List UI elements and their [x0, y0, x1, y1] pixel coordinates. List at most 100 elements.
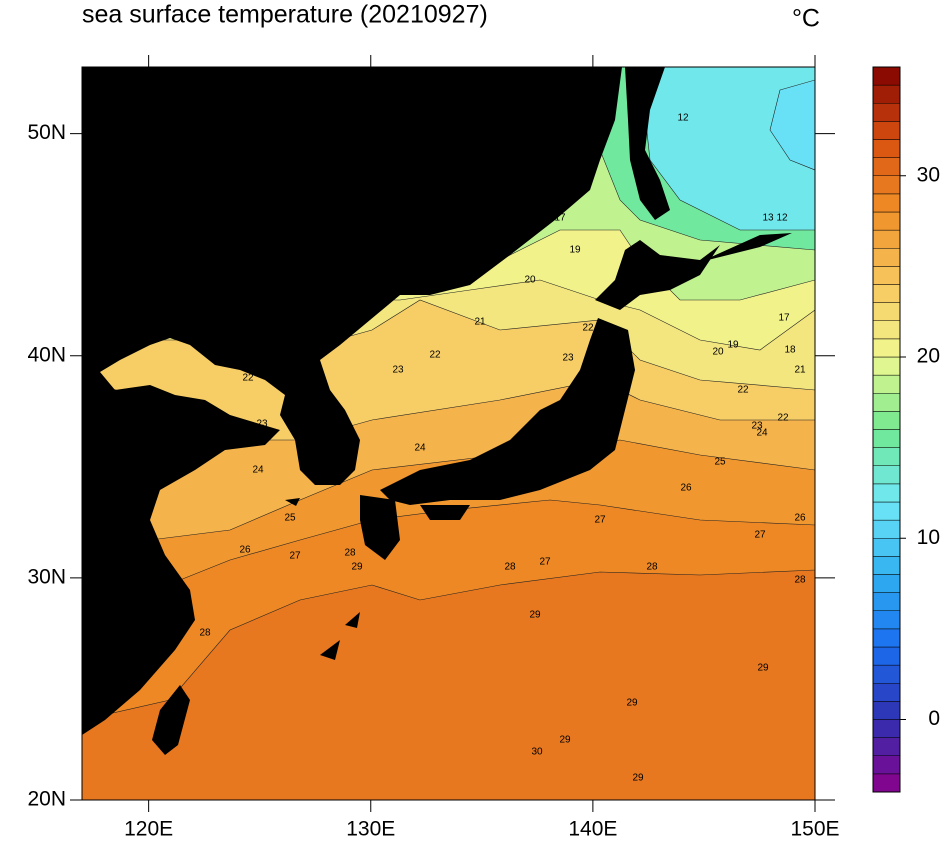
colorbar-box — [872, 538, 901, 557]
contour-label: 24 — [756, 428, 768, 439]
contour-label: 29 — [632, 773, 644, 784]
unit: °C — [792, 5, 820, 33]
y-tick-label: 20N — [27, 788, 66, 811]
contour-label: 25 — [714, 457, 726, 468]
colorbar-box — [872, 393, 901, 412]
contour-label: 27 — [594, 515, 606, 526]
contour-label: 29 — [559, 735, 571, 746]
title: sea surface temperature (20210927) — [82, 1, 488, 29]
contour-label: 17 — [554, 213, 566, 224]
colorbar-box — [872, 719, 901, 738]
sst-zone — [769, 79, 815, 171]
contour-label: 20 — [712, 347, 724, 358]
colorbar-box — [872, 773, 901, 793]
land — [595, 240, 720, 310]
land — [360, 495, 400, 560]
contour-label: 23 — [751, 421, 763, 432]
contour-label: 24 — [252, 465, 264, 476]
colorbar-box — [872, 556, 901, 575]
colorbar-frame — [872, 66, 901, 793]
colorbar-box — [872, 193, 901, 213]
map-frame — [81, 66, 816, 801]
contour-label: 23 — [562, 353, 574, 364]
colorbar-box — [872, 501, 901, 521]
contour-label: 20 — [524, 275, 536, 286]
colorbar-box — [872, 121, 901, 140]
contour-label: 23 — [392, 365, 404, 376]
contour-label: 26 — [239, 545, 251, 556]
contour-label: 24 — [414, 443, 426, 454]
land — [320, 640, 340, 660]
colorbar-box — [872, 84, 901, 104]
contour-label: 26 — [680, 483, 692, 494]
contour-label: 29 — [529, 610, 541, 621]
colorbar-box — [872, 411, 901, 430]
colorbar-box — [872, 664, 901, 684]
colorbar-box — [872, 519, 901, 539]
colorbar-box — [872, 429, 901, 448]
colorbar-box — [872, 374, 901, 394]
colorbar-box — [872, 646, 901, 666]
colorbar-box — [872, 356, 901, 376]
colorbar-box — [872, 483, 901, 503]
contour-label: 19 — [727, 340, 739, 351]
colorbar-tick-label: 20 — [917, 345, 940, 368]
y-tick-label: 30N — [27, 565, 66, 588]
land — [380, 318, 635, 505]
contour-label: 30 — [531, 747, 543, 758]
x-tick-label: 120E — [124, 818, 173, 841]
contour-label: 17 — [778, 313, 790, 324]
contour-label: 18 — [784, 345, 796, 356]
contour-label: 25 — [284, 513, 296, 524]
contour-label: 12 — [776, 213, 788, 224]
contour-label: 28 — [794, 575, 806, 586]
colorbar-box — [872, 211, 901, 231]
contour-label: 21 — [794, 365, 806, 376]
colorbar-box — [872, 284, 901, 303]
x-tick-label: 130E — [346, 818, 395, 841]
contour-label: 27 — [754, 530, 766, 541]
land — [420, 505, 470, 520]
colorbar: 0 10 20 30 — [872, 66, 940, 793]
contour-label: 13 — [762, 213, 774, 224]
colorbar-box — [872, 338, 901, 358]
colorbar-box — [872, 628, 901, 648]
contour-label: 27 — [289, 551, 301, 562]
colorbar-box — [872, 737, 901, 756]
colorbar-tick-label: 10 — [917, 526, 940, 549]
land — [700, 233, 792, 262]
colorbar-box — [872, 157, 901, 176]
land — [152, 685, 190, 755]
contour-label: 22 — [737, 385, 749, 396]
contour-label: 19 — [569, 245, 581, 256]
contour-label: 28 — [646, 562, 658, 573]
colorbar-box — [872, 175, 901, 195]
colorbar-box — [872, 320, 901, 340]
colorbar-box — [872, 66, 901, 86]
land — [285, 498, 300, 506]
colorbar-box — [872, 302, 901, 321]
contour-label: 22 — [242, 373, 254, 384]
colorbar-box — [872, 701, 901, 720]
contour-label: 26 — [794, 513, 806, 524]
colorbar-box — [872, 592, 901, 611]
colorbar-box — [872, 683, 901, 702]
colorbar-box — [872, 755, 901, 775]
colorbar-tick-label: 30 — [917, 163, 940, 186]
contour-label: 27 — [539, 557, 551, 568]
colorbar-box — [872, 229, 901, 249]
colorbar-box — [872, 103, 901, 122]
colorbar-tick-label: 0 — [928, 707, 940, 730]
colorbar-box — [872, 574, 901, 593]
y-tick-label: 50N — [27, 121, 66, 144]
contour-label: 12 — [677, 113, 689, 124]
land — [82, 67, 622, 735]
contour-label: 22 — [777, 413, 789, 424]
x-tick-label: 140E — [568, 818, 617, 841]
contour-label: 29 — [351, 562, 363, 573]
colorbar-box — [872, 465, 901, 485]
colorbar-box — [872, 266, 901, 285]
contour-label: 28 — [199, 628, 211, 639]
